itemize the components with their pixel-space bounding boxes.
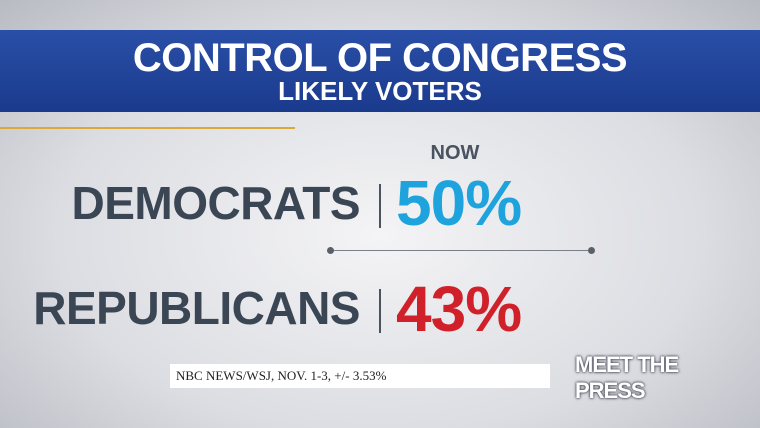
separator [330, 250, 592, 251]
row-value: 43% [396, 273, 522, 345]
title-banner [0, 30, 760, 112]
subtitle: LIKELY VOTERS [278, 76, 482, 106]
divider [379, 184, 381, 228]
column-label: NOW [430, 142, 480, 164]
row-label: REPUBLICANS [33, 282, 360, 334]
separator-dot [327, 247, 334, 254]
separator-dot [588, 247, 595, 254]
divider [379, 289, 381, 333]
logo: MEET THE PRESS [575, 352, 679, 403]
title: CONTROL OF CONGRESS [132, 36, 628, 80]
row-value: 50% [396, 167, 522, 239]
accent-line [0, 127, 295, 129]
row-label: DEMOCRATS [71, 177, 360, 229]
source: NBC NEWS/WSJ, NOV. 1-3, +/- 3.53% [170, 364, 550, 388]
